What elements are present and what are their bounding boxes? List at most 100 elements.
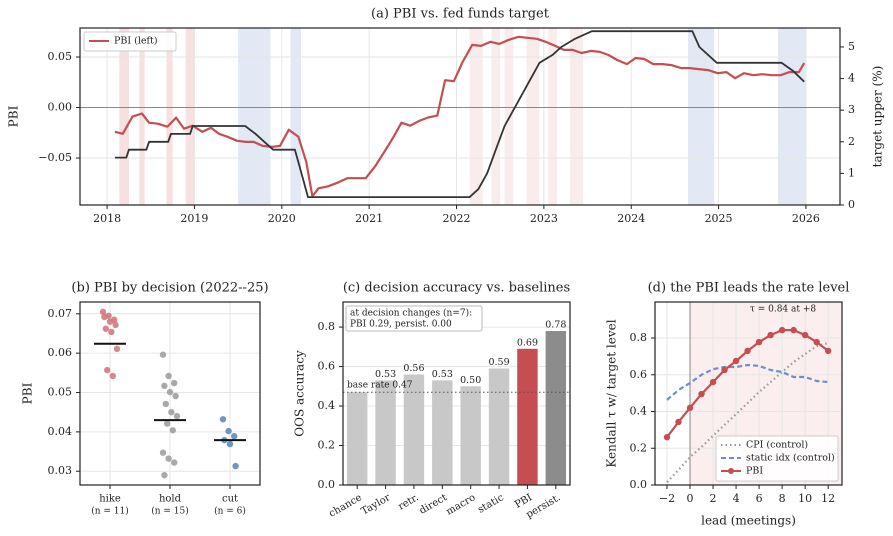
- legend-label: static idx (control): [746, 453, 835, 464]
- x-tick-label: 8: [779, 492, 786, 505]
- x-tick-label: 2022: [443, 212, 471, 225]
- x-tick-note: (n = 6): [214, 506, 246, 517]
- annotation-box: [345, 305, 483, 332]
- shaded-span: [166, 28, 173, 205]
- value-label: 0.59: [488, 357, 509, 368]
- x-tick-label: retr.: [397, 492, 421, 512]
- bar: [460, 386, 481, 485]
- series-line: [114, 30, 805, 198]
- marker: [767, 331, 774, 339]
- x-tick-label: 10: [798, 492, 812, 505]
- bar: [346, 392, 368, 485]
- strip-point: [219, 416, 227, 423]
- marker: [675, 418, 682, 426]
- strip-point: [225, 427, 232, 435]
- y-tick-label: 0.07: [48, 307, 73, 320]
- value-label: 0.69: [517, 337, 538, 348]
- y-axis-label: PBI: [21, 382, 35, 404]
- strip-point: [104, 366, 111, 374]
- y-tick-label: 0.05: [48, 386, 73, 399]
- strip-point: [161, 382, 168, 390]
- marker: [801, 331, 809, 339]
- y-tick-label: 0: [848, 198, 855, 211]
- strip-point: [159, 351, 167, 358]
- series-line: [114, 35, 806, 198]
- strip-point: [108, 328, 115, 336]
- y-tick-label: 0.8: [318, 320, 336, 333]
- value-label: 0.78: [545, 320, 566, 331]
- shaded-span: [290, 28, 302, 205]
- legend-label: PBI: [746, 466, 763, 477]
- series-line: [666, 341, 829, 483]
- shaded-span: [688, 28, 715, 205]
- x-tick-label: cut: [222, 494, 238, 505]
- strip-point: [231, 433, 238, 440]
- strip-point: [171, 459, 178, 466]
- panel-title: (a) PBI vs. fed funds target: [371, 7, 550, 22]
- bar: [403, 374, 425, 485]
- strip-point: [168, 408, 175, 416]
- strip-point: [161, 471, 168, 479]
- y-tick-label: 2: [848, 135, 855, 148]
- shaded-span: [139, 28, 145, 205]
- legend-box: [715, 435, 839, 482]
- x-tick-label: 2024: [617, 212, 645, 225]
- shaded-span: [526, 28, 540, 205]
- x-axis-label: lead (meetings): [701, 514, 796, 528]
- x-tick-label: 6: [756, 492, 763, 505]
- value-label: 0.56: [403, 363, 424, 374]
- y-tick-label: 0.2: [318, 439, 336, 452]
- strip-point: [113, 345, 121, 353]
- strip-point: [165, 455, 172, 462]
- value-label: 0.50: [460, 375, 481, 386]
- strip-point: [171, 379, 178, 387]
- legend-label: PBI (left): [114, 36, 158, 47]
- x-tick-label: hold: [159, 494, 182, 505]
- strip-point: [173, 412, 181, 420]
- x-tick-label: 12: [821, 492, 835, 505]
- y-axis-label: PBI: [7, 105, 21, 127]
- plot-frame: [342, 301, 571, 486]
- marker: [824, 347, 832, 355]
- x-tick-label: static: [476, 492, 506, 516]
- y-tick-label: 0.4: [630, 405, 648, 418]
- bar: [432, 380, 453, 485]
- shaded-span: [570, 28, 584, 205]
- strip-point: [164, 420, 171, 427]
- y-tick-label: −0.05: [38, 151, 72, 164]
- bar: [488, 368, 510, 485]
- x-tick-label: chance: [327, 492, 364, 520]
- y-axis-label: target upper (%): [871, 66, 885, 168]
- marker: [686, 404, 694, 412]
- y-tick-label: 0.04: [48, 425, 73, 438]
- y-tick-label: 1: [848, 166, 855, 179]
- bar: [545, 331, 567, 485]
- y-axis-label: Kendall τ w/ target level: [605, 319, 619, 467]
- shaded-span: [469, 28, 483, 205]
- bar: [375, 380, 396, 485]
- y-tick-label: 0.4: [318, 399, 336, 412]
- x-tick-label: 4: [733, 492, 740, 505]
- y-tick-label: 0.06: [48, 346, 73, 359]
- plot-frame: [654, 301, 843, 486]
- x-tick-label: 2025: [705, 212, 733, 225]
- y-tick-label: 0.6: [318, 360, 336, 373]
- marker: [755, 338, 763, 346]
- x-tick-label: 2018: [93, 212, 121, 225]
- strip-point: [99, 308, 107, 316]
- y-tick-label: 0.0: [630, 478, 648, 491]
- shaded-span: [777, 28, 806, 205]
- marker: [732, 357, 740, 365]
- strip-point: [109, 372, 117, 380]
- annotation: τ = 0.84 at +8: [750, 305, 817, 315]
- plot-frame: [79, 27, 841, 206]
- panel-title: (c) decision accuracy vs. baselines: [343, 281, 570, 296]
- value-label: 0.53: [432, 369, 453, 380]
- x-tick-label: Taylor: [360, 492, 393, 517]
- value-label: 0.53: [375, 369, 396, 380]
- marker: [790, 326, 797, 334]
- legend-marker: [728, 468, 734, 474]
- marker: [721, 366, 728, 374]
- strip-point: [102, 325, 110, 332]
- strip-point: [166, 388, 174, 396]
